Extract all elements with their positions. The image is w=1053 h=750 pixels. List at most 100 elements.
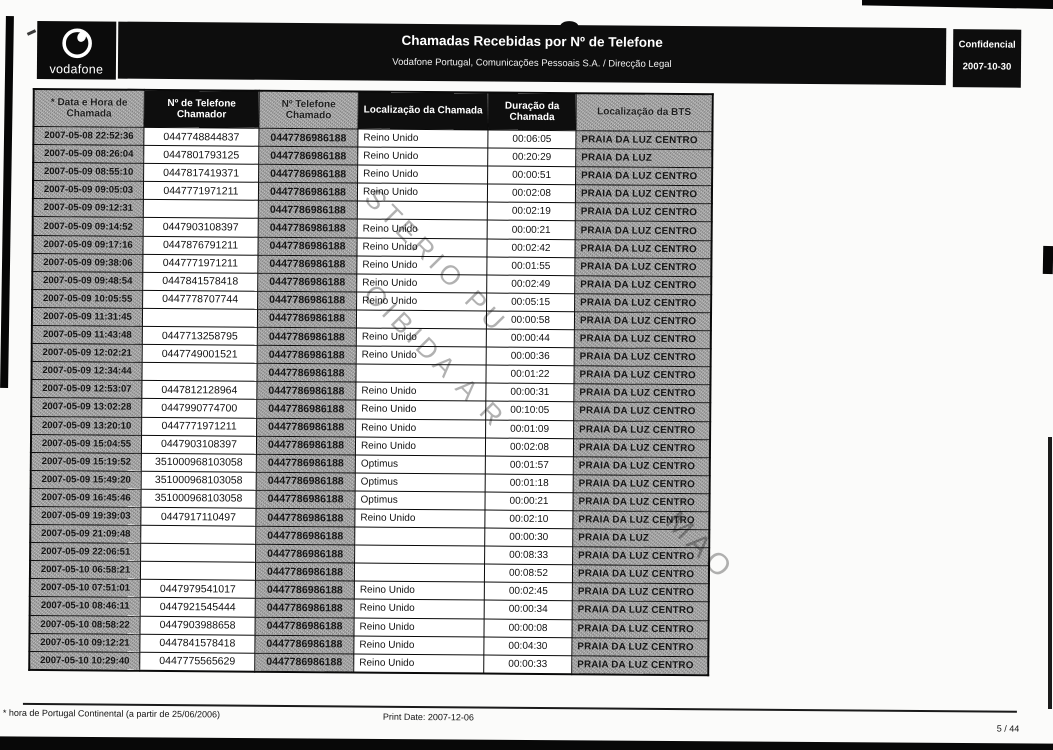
- cell-datetime: 2007-05-09 08:55:10: [33, 162, 144, 182]
- cell-datetime: 2007-05-09 12:53:07: [31, 379, 142, 399]
- cell-caller-number: 0447876791211: [142, 235, 259, 255]
- cell-caller-number: 351000968103058: [141, 471, 257, 491]
- cell-call-location: Reino Unido: [355, 400, 486, 420]
- cell-called-number: 0447786986188: [254, 652, 354, 673]
- cell-bts-location: PRAIA DA LUZ CENTRO: [571, 619, 709, 639]
- footnote: * hora de Portugal Continental (a partir…: [2, 707, 221, 720]
- cell-call-location: Reino Unido: [357, 147, 488, 167]
- cell-datetime: 2007-05-09 15:49:20: [30, 470, 142, 490]
- cell-bts-location: PRAIA DA LUZ CENTRO: [575, 130, 713, 150]
- cell-datetime: 2007-05-09 11:31:45: [31, 307, 143, 327]
- cell-bts-location: PRAIA DA LUZ CENTRO: [573, 438, 711, 458]
- cell-called-number: 0447786986188: [255, 544, 355, 564]
- col-header-caller-number: Nº de Telefone Chamador: [143, 89, 260, 129]
- cell-call-location: [354, 545, 485, 565]
- cell-duration: 00:08:52: [484, 564, 573, 584]
- cell-duration: 00:01:55: [486, 256, 575, 276]
- cell-called-number: 0447786986188: [258, 182, 358, 202]
- cell-duration: 00:00:34: [484, 600, 573, 620]
- cell-duration: 00:00:30: [484, 528, 573, 547]
- cell-bts-location: PRAIA DA LUZ CENTRO: [572, 583, 709, 603]
- header-row: * Data e Hora de Chamada Nº de Telefone …: [33, 88, 713, 132]
- page-number: 5 / 44: [996, 723, 1020, 734]
- cell-bts-location: PRAIA DA LUZ CENTRO: [572, 492, 710, 512]
- cell-called-number: 0447786986188: [257, 291, 357, 310]
- cell-called-number: 0447786986188: [256, 435, 356, 455]
- cell-call-location: Reino Unido: [357, 219, 488, 239]
- cell-datetime: 2007-05-10 07:51:01: [29, 578, 141, 598]
- cell-called-number: 0447786986188: [258, 218, 358, 238]
- cell-caller-number: [140, 543, 256, 563]
- cell-caller-number: 0447801793125: [143, 145, 259, 165]
- cell-datetime: 2007-05-10 08:58:22: [29, 614, 141, 634]
- col-header-called-number: Nº Telefone Chamado: [258, 90, 359, 129]
- cell-bts-location: PRAIA DA LUZ CENTRO: [574, 347, 711, 367]
- cell-datetime: 2007-05-09 09:14:52: [32, 216, 144, 236]
- cell-bts-location: PRAIA DA LUZ CENTRO: [573, 402, 711, 422]
- cell-bts-location: PRAIA DA LUZ CENTRO: [573, 384, 711, 404]
- cell-datetime: 2007-05-09 15:19:52: [30, 452, 142, 472]
- cell-duration: 00:08:33: [484, 546, 573, 565]
- confidential-label: Confidencial: [958, 39, 1016, 51]
- cell-call-location: Optimus: [354, 490, 486, 510]
- cell-caller-number: 351000968103058: [140, 489, 257, 509]
- cell-bts-location: PRAIA DA LUZ CENTRO: [575, 203, 712, 223]
- cell-bts-location: PRAIA DA LUZ CENTRO: [575, 184, 713, 205]
- col-header-duration: Duração da Chamada: [487, 92, 577, 131]
- cell-caller-number: 0447771971211: [143, 181, 259, 201]
- cell-call-location: Reino Unido: [355, 436, 486, 456]
- col-header-datetime: * Data e Hora de Chamada: [33, 88, 145, 128]
- cell-call-location: Reino Unido: [356, 255, 487, 275]
- cell-bts-location: PRAIA DA LUZ CENTRO: [571, 655, 709, 676]
- cell-datetime: 2007-05-09 09:17:16: [32, 235, 144, 254]
- cell-datetime: 2007-05-09 08:26:04: [33, 144, 144, 164]
- report-subtitle: Vodafone Portugal, Comunicações Pessoais…: [392, 56, 672, 70]
- cell-caller-number: 0447749001521: [142, 344, 258, 364]
- report-header-bar: Chamadas Recebidas por Nº de Telefone Vo…: [117, 21, 947, 86]
- cell-bts-location: PRAIA DA LUZ CENTRO: [573, 474, 710, 494]
- confidential-stamp: Confidencial 2007-10-30: [952, 29, 1022, 88]
- cell-called-number: 0447786986188: [257, 272, 357, 292]
- cell-duration: 00:05:15: [486, 292, 575, 312]
- cell-bts-location: PRAIA DA LUZ CENTRO: [572, 601, 709, 621]
- cell-caller-number: 0447990774700: [141, 398, 257, 418]
- cell-datetime: 2007-05-09 22:06:51: [30, 542, 141, 562]
- cell-call-location: Reino Unido: [357, 128, 488, 149]
- cell-called-number: 0447786986188: [258, 164, 358, 184]
- cell-called-number: 0447786986188: [254, 616, 355, 636]
- cell-duration: 00:00:36: [486, 347, 575, 366]
- cell-datetime: 2007-05-09 10:05:55: [32, 289, 143, 309]
- cell-caller-number: 0447771971211: [142, 253, 258, 273]
- cell-duration: 00:02:08: [485, 437, 574, 457]
- cell-call-location: Reino Unido: [356, 291, 487, 311]
- cell-call-location: Reino Unido: [355, 382, 486, 402]
- cell-called-number: 0447786986188: [258, 146, 358, 166]
- confidential-date: 2007-10-30: [962, 61, 1012, 73]
- cell-datetime: 2007-05-09 15:04:55: [30, 434, 142, 453]
- cell-caller-number: [141, 362, 258, 382]
- cell-datetime: 2007-05-09 09:48:54: [32, 271, 143, 291]
- cell-call-location: Reino Unido: [356, 273, 487, 293]
- cell-call-location: [356, 309, 487, 330]
- cell-call-location: Reino Unido: [353, 653, 484, 674]
- cell-datetime: 2007-05-09 12:34:44: [31, 361, 143, 381]
- cell-caller-number: 0447841578418: [139, 633, 255, 653]
- cell-called-number: 0447786986188: [256, 399, 356, 419]
- cell-bts-location: PRAIA DA LUZ CENTRO: [574, 239, 712, 259]
- cell-bts-location: PRAIA DA LUZ CENTRO: [574, 329, 711, 349]
- cell-caller-number: 0447812128964: [141, 380, 257, 400]
- call-table-header: * Data e Hora de Chamada Nº de Telefone …: [33, 88, 713, 132]
- cell-bts-location: PRAIA DA LUZ CENTRO: [574, 257, 712, 277]
- cell-call-location: Reino Unido: [356, 237, 488, 257]
- cell-bts-location: PRAIA DA LUZ CENTRO: [574, 311, 712, 331]
- cell-caller-number: 0447817419371: [143, 163, 259, 183]
- cell-bts-location: PRAIA DA LUZ CENTRO: [571, 637, 709, 657]
- cell-duration: 00:00:51: [487, 166, 576, 185]
- cell-datetime: 2007-05-09 13:20:10: [31, 415, 142, 435]
- cell-caller-number: 0447775565629: [139, 652, 255, 672]
- cell-bts-location: PRAIA DA LUZ CENTRO: [572, 510, 710, 530]
- cell-duration: 00:00:21: [484, 491, 574, 511]
- cell-caller-number: [140, 561, 256, 581]
